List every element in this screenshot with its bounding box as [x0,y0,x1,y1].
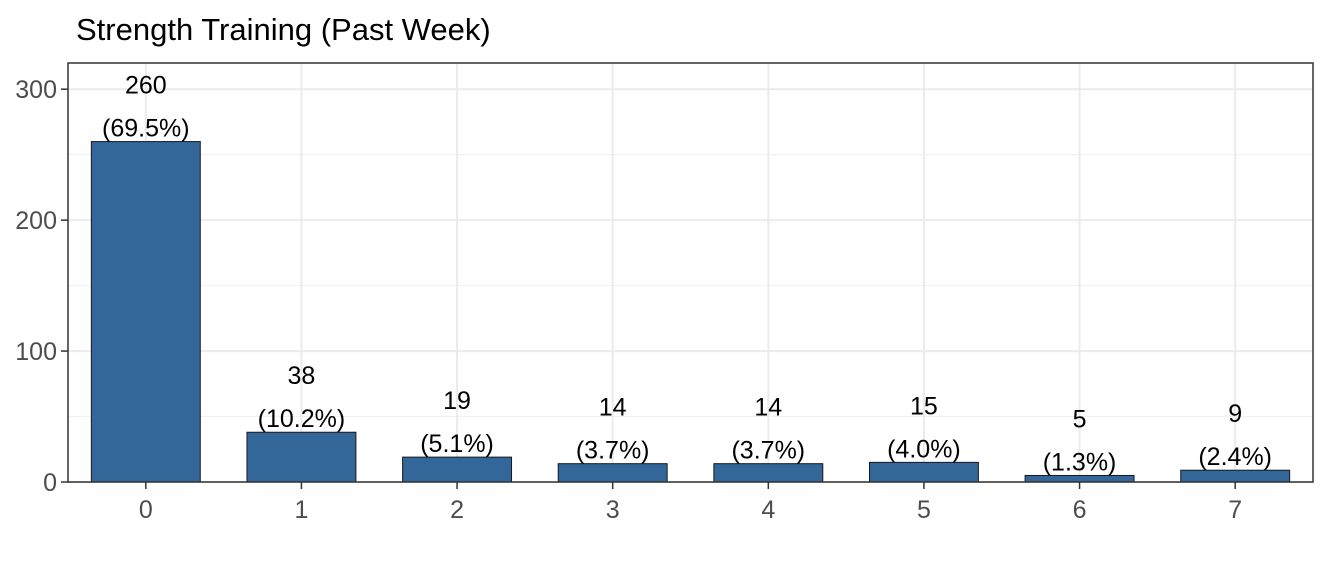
bar [868,461,979,483]
chart-title: Strength Training (Past Week) [76,12,491,47]
bar [246,431,357,483]
x-axis: 0 1 2 3 4 5 6 7 [139,482,1242,524]
data-label-percent: (1.3%) [1043,448,1117,476]
data-label-count: 19 [443,387,471,415]
y-tick-label: 100 [15,338,57,366]
data-label-count: 38 [288,362,316,390]
data-label-count: 9 [1228,400,1242,428]
plot-panel: 260 (69.5%) 38 (10.2%) 19 (5.1%) 14 (3.7%) 14 (3.… [67,62,1314,483]
data-label-percent: (3.7%) [731,437,805,465]
panel-border [67,62,1314,483]
data-label-percent: (10.2%) [258,405,346,433]
data-label-percent: (2.4%) [1198,443,1272,471]
x-tick-label: 7 [1228,496,1242,524]
x-tick-label: 5 [917,496,931,524]
grid-layer [68,63,1313,483]
y-tick-label: 300 [15,76,57,104]
data-label-percent: (5.1%) [420,430,494,458]
y-axis: 0 100 200 300 [15,76,68,497]
data-label-count: 5 [1073,405,1087,433]
x-tick-label: 3 [606,496,620,524]
bar [557,463,668,483]
x-tick-label: 4 [761,496,775,524]
bar [402,456,513,483]
data-label-percent: (69.5%) [102,115,190,143]
data-label-count: 14 [599,394,627,422]
bar [90,141,201,483]
x-tick-label: 6 [1073,496,1087,524]
x-tick-label: 0 [139,496,153,524]
bar [713,463,824,483]
data-labels-layer: 260 (69.5%) 38 (10.2%) 19 (5.1%) 14 (3.7%) 14 (3.… [102,72,1272,477]
data-label-percent: (3.7%) [576,437,650,465]
data-label-count: 15 [910,392,938,420]
y-tick-label: 0 [43,469,57,497]
data-label-count: 260 [125,72,167,100]
x-tick-label: 1 [294,496,308,524]
bars-layer [90,141,1291,483]
bar [1180,469,1291,483]
x-tick-label: 2 [450,496,464,524]
data-label-count: 14 [754,394,782,422]
y-tick-label: 200 [15,207,57,235]
data-label-percent: (4.0%) [887,435,961,463]
